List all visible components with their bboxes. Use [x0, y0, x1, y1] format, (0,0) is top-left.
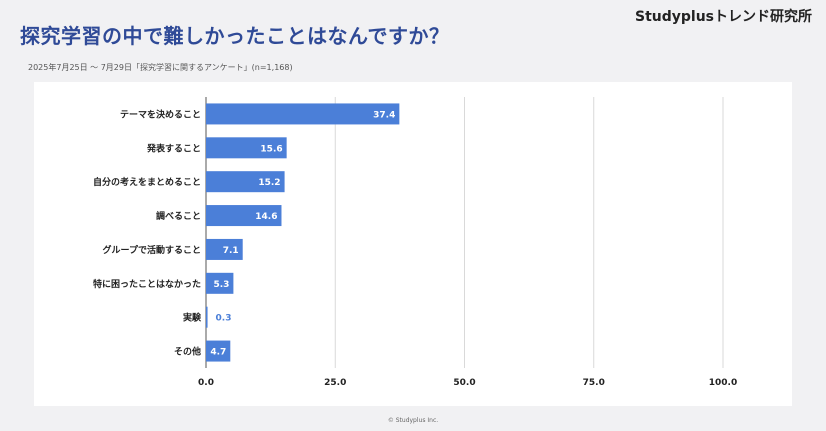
- x-tick-label: 75.0: [583, 378, 605, 388]
- data-label: 15.6: [260, 144, 282, 154]
- category-label: テーマを決めること: [120, 108, 201, 120]
- data-label: 0.3: [216, 314, 232, 324]
- bar: [206, 272, 234, 294]
- x-tick-label: 50.0: [453, 378, 475, 388]
- bar: [206, 137, 287, 159]
- bar: [206, 306, 208, 328]
- category-label: 特に困ったことはなかった: [93, 278, 201, 290]
- category-label: 調べること: [156, 210, 201, 222]
- bar: [206, 238, 243, 260]
- bar: [206, 340, 231, 362]
- category-label: その他: [174, 346, 201, 358]
- category-label: 発表すること: [146, 142, 201, 154]
- x-tick-label: 100.0: [709, 378, 737, 388]
- page-title: 探究学習の中で難しかったことはなんですか？: [20, 24, 450, 48]
- brand-logo: Studyplusトレンド研究所: [634, 9, 812, 25]
- x-tick-label: 25.0: [324, 378, 346, 388]
- data-label: 37.4: [373, 110, 395, 120]
- copyright-footer: © Studyplus Inc.: [387, 417, 439, 424]
- data-label: 7.1: [223, 246, 239, 256]
- x-tick-label: 0.0: [198, 378, 214, 388]
- data-label: 5.3: [213, 280, 229, 290]
- bar: [206, 103, 400, 125]
- survey-subtitle: 2025年7月25日 ～ 7月29日「探究学習に関するアンケート」(n=1,16…: [28, 63, 293, 72]
- data-label: 15.2: [258, 178, 280, 188]
- category-label: 自分の考えをまとめること: [93, 176, 201, 188]
- bar: [206, 171, 285, 193]
- category-label: グループで活動すること: [103, 244, 201, 256]
- chart-panel: [34, 82, 792, 406]
- data-label: 4.7: [210, 348, 226, 358]
- bar: [206, 205, 282, 227]
- category-label: 実験: [183, 312, 202, 324]
- data-label: 14.6: [255, 212, 277, 222]
